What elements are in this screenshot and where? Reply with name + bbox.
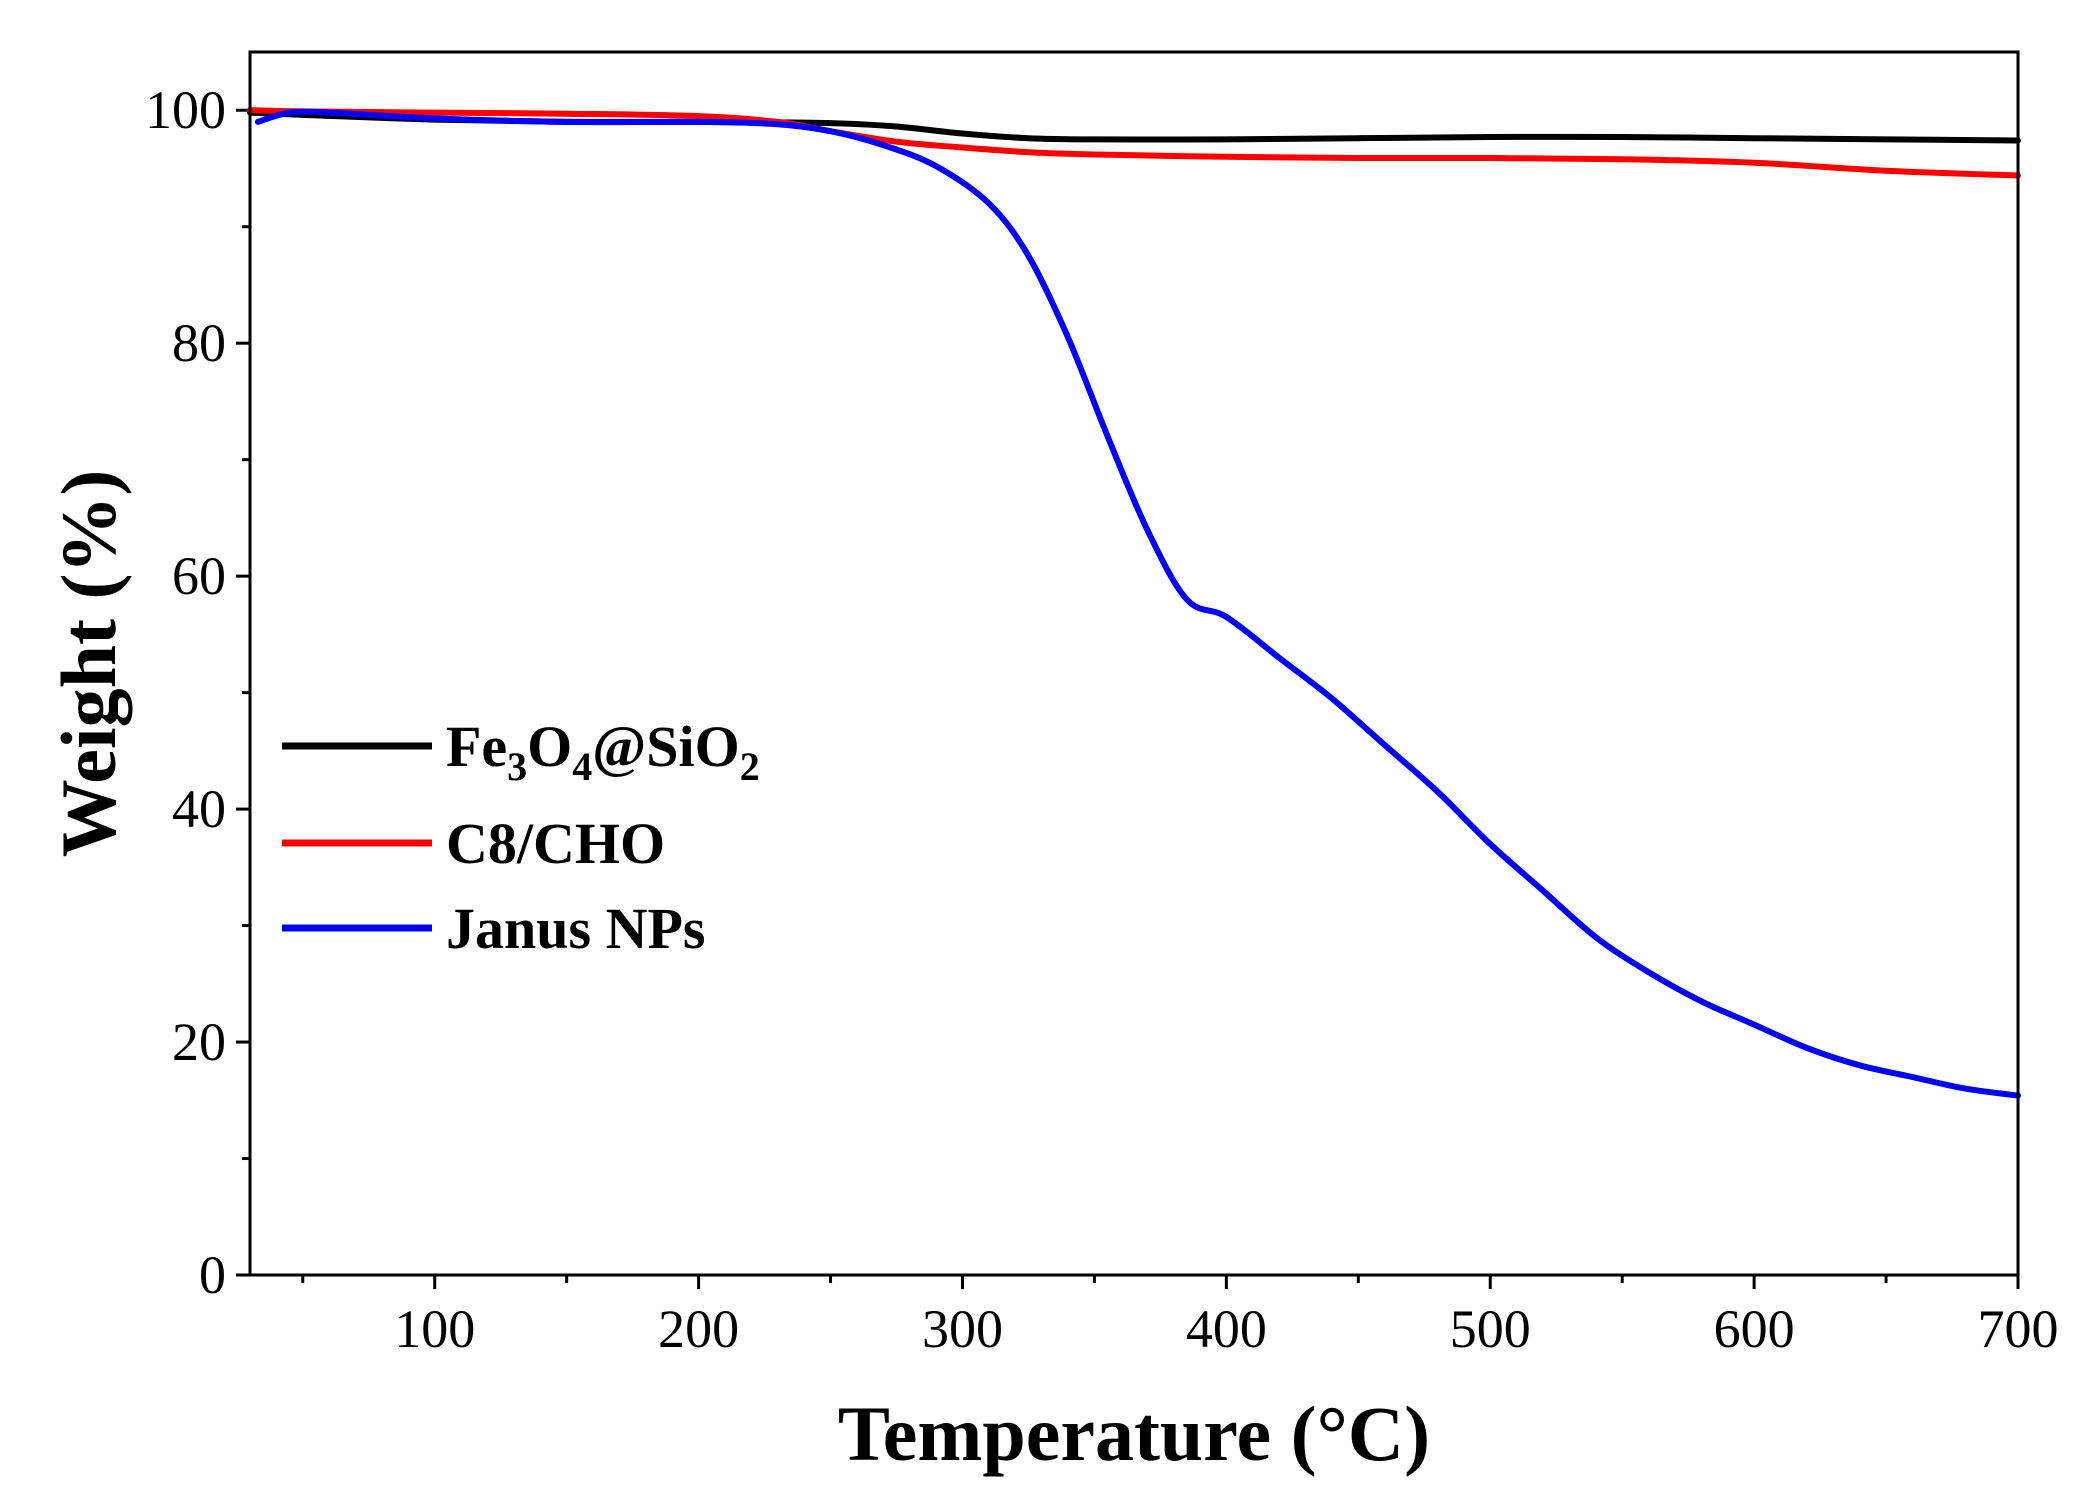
x-tick-label: 400 <box>1186 1299 1267 1359</box>
legend-label-c8-cho: C8/CHO <box>446 811 665 876</box>
legend-label-fe3o4-sio2: Fe3O4@SiO2 <box>446 714 760 789</box>
axis-ticks <box>236 108 2020 1289</box>
x-tick-label: 100 <box>394 1299 475 1359</box>
legend: Fe3O4@SiO2 C8/CHO Janus NPs <box>282 714 760 961</box>
legend-label-janus-nps: Janus NPs <box>446 896 705 961</box>
x-tick-label: 200 <box>658 1299 739 1359</box>
x-tick-label: 600 <box>1714 1299 1795 1359</box>
y-axis-title: Weight (%) <box>45 470 132 858</box>
x-tick-label: 300 <box>922 1299 1003 1359</box>
y-tick-label: 0 <box>199 1245 226 1305</box>
x-tick-label: 700 <box>1978 1299 2059 1359</box>
axis-tick-labels: 100 200 300 400 500 600 700 0 20 40 60 80 100 <box>145 80 2059 1359</box>
series-line-fe3o4-sio2 <box>247 109 2021 144</box>
series-line-c8-cho <box>247 107 2021 179</box>
y-tick-label: 40 <box>172 779 226 839</box>
y-tick-label: 100 <box>145 80 226 140</box>
x-axis-title: Temperature (°C) <box>838 1390 1430 1477</box>
y-tick-label: 20 <box>172 1012 226 1072</box>
x-tick-label: 500 <box>1450 1299 1531 1359</box>
series-group <box>247 107 2021 1099</box>
series-line-janus-nps <box>254 108 2021 1099</box>
plot-frame <box>248 50 2020 1277</box>
y-tick-label: 80 <box>172 313 226 373</box>
y-tick-label: 60 <box>172 546 226 606</box>
